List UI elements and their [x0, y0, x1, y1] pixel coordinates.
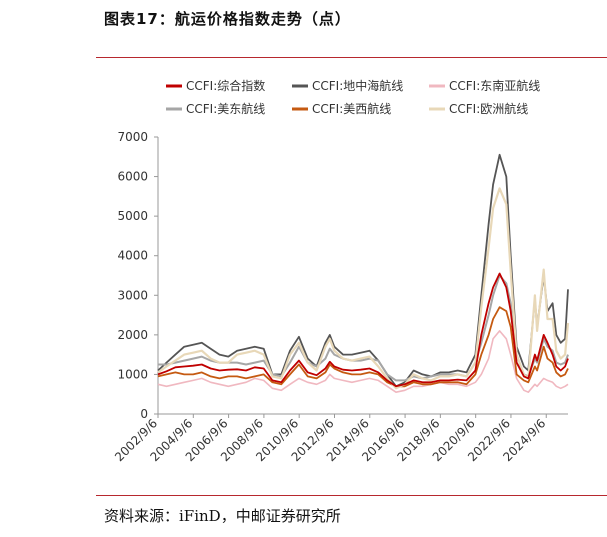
series-line-4 [157, 306, 569, 388]
source-note: 资料来源：iFinD，中邮证券研究所 [104, 507, 341, 525]
y-tick-label: 0 [140, 407, 148, 421]
y-tick-label: 6000 [117, 170, 148, 184]
legend-label: CCFI:欧洲航线 [449, 101, 528, 116]
series-line-0 [157, 272, 569, 388]
y-tick-label: 5000 [117, 209, 148, 223]
chart-legend: CCFI:综合指数 CCFI:地中海航线 CCFI:东南亚航线 CCFI:美东航线 CC… [166, 78, 540, 116]
y-tick-label: 4000 [117, 249, 148, 263]
legend-label: CCFI:东南亚航线 [449, 78, 540, 93]
y-tick-label: 2000 [117, 328, 148, 342]
series-line-2 [157, 330, 569, 393]
bottom-divider [96, 495, 607, 496]
legend-label: CCFI:综合指数 [186, 78, 265, 93]
legend-label: CCFI:美西航线 [312, 101, 391, 116]
series-line-1 [157, 153, 569, 388]
legend-label: CCFI:地中海航线 [312, 78, 403, 93]
line-chart: CCFI:综合指数 CCFI:地中海航线 CCFI:东南亚航线 CCFI:美东航线 CC… [112, 78, 570, 464]
y-tick-label: 1000 [117, 367, 148, 381]
legend-label: CCFI:美东航线 [186, 101, 265, 116]
y-tick-label: 7000 [117, 130, 148, 144]
top-divider [96, 57, 607, 58]
chart-axes: 010002000300040005000600070002002/9/6200… [112, 130, 568, 464]
chart-plot-area [157, 153, 570, 393]
y-tick-label: 3000 [117, 288, 148, 302]
figure-title: 图表17：航运价格指数走势（点） [104, 10, 351, 28]
